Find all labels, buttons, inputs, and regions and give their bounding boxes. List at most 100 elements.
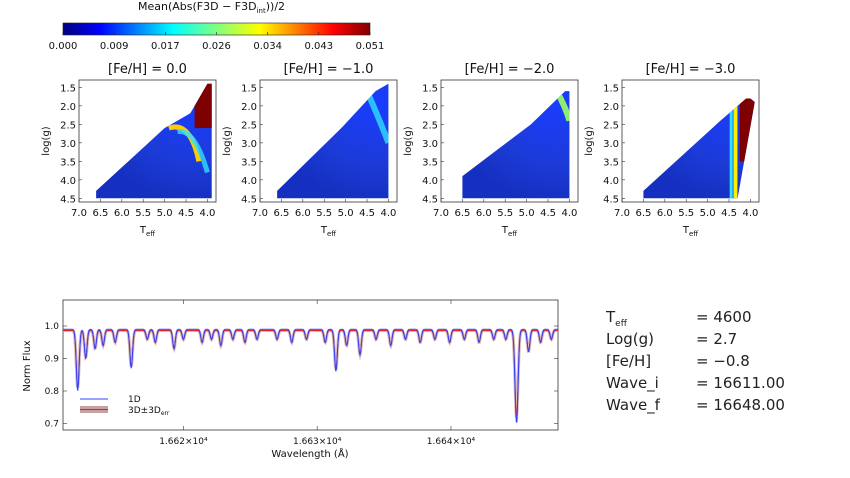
y-tick-label: 4.5 <box>422 194 438 205</box>
spectrum-y-tick-label: 1.0 <box>45 322 60 332</box>
x-tick-label: 6.5 <box>454 208 470 219</box>
y-tick-label: 4.5 <box>241 194 257 205</box>
y-tick-label: 2.0 <box>241 102 257 113</box>
heatmap-field <box>643 98 755 199</box>
spectrum-xlabel: Wavelength (Å) <box>271 447 348 460</box>
colorbar-tick-label: 0.009 <box>100 41 129 52</box>
x-tick-label: 7.0 <box>252 208 268 219</box>
spectrum-y-tick-label: 0.7 <box>45 420 59 430</box>
panel-frame <box>259 79 398 203</box>
x-tick-label: 4.0 <box>380 208 396 219</box>
y-tick-label: 3.0 <box>603 139 619 150</box>
spectrum-ylabel: Norm Flux <box>22 340 33 391</box>
x-tick-label: 4.5 <box>721 208 737 219</box>
panel-xlabel: Teff <box>320 225 336 238</box>
heatmap-panel: [Fe/H] = −1.0 7.0 6.5 6.0 5.5 5.0 4.5 4.0 1.5 2.0… <box>222 62 398 238</box>
panel-ylabel: log(g) <box>403 126 414 155</box>
y-tick-label: 3.0 <box>422 139 438 150</box>
panel-xlabel: Teff <box>501 225 517 238</box>
x-tick-label: 6.0 <box>657 208 673 219</box>
panel-frame <box>78 79 217 203</box>
spectrum-x-tick-label: 1.662×10⁴ <box>159 437 208 447</box>
x-tick-label: 7.0 <box>614 208 630 219</box>
colorbar: Mean(Abs(F3D − F3Dint))/2 0.000 0.009 0.01… <box>49 0 385 52</box>
panel-frame <box>440 79 579 203</box>
x-tick-label: 5.5 <box>316 208 332 219</box>
x-tick-label: 6.0 <box>295 208 311 219</box>
x-tick-label: 5.5 <box>135 208 151 219</box>
panel-title: [Fe/H] = −1.0 <box>284 62 374 77</box>
y-tick-label: 4.0 <box>241 176 257 187</box>
spectrum-legend: 1D 3D±3Derr <box>80 395 170 417</box>
heatmap-field <box>277 83 389 199</box>
x-tick-label: 5.0 <box>700 208 716 219</box>
y-tick-label: 2.5 <box>60 120 76 131</box>
y-tick-label: 1.5 <box>241 83 257 94</box>
panel-xlabel: Teff <box>682 225 698 238</box>
y-tick-label: 3.5 <box>241 157 257 168</box>
x-tick-label: 7.0 <box>433 208 449 219</box>
panel-frame <box>621 79 760 203</box>
heatmap-panel: [Fe/H] = −3.0 7.0 6.5 6.0 5.5 5.0 4.5 4.0 1.5 2.0… <box>584 62 760 238</box>
panel-title: [Fe/H] = 0.0 <box>108 62 187 77</box>
y-tick-label: 2.5 <box>422 120 438 131</box>
heatmap-field <box>96 83 212 199</box>
x-tick-label: 4.0 <box>199 208 215 219</box>
y-tick-label: 4.5 <box>603 194 619 205</box>
y-tick-label: 3.5 <box>60 157 76 168</box>
x-tick-label: 5.0 <box>338 208 354 219</box>
x-tick-label: 7.0 <box>71 208 87 219</box>
param-feh: [Fe/H] = −0.8 <box>606 352 750 370</box>
spectrum-y-tick-label: 0.9 <box>45 355 60 365</box>
x-tick-label: 4.5 <box>178 208 194 219</box>
y-tick-label: 4.0 <box>60 176 76 187</box>
x-tick-label: 4.0 <box>561 208 577 219</box>
y-tick-label: 1.5 <box>422 83 438 94</box>
y-tick-label: 2.0 <box>603 102 619 113</box>
y-tick-label: 2.5 <box>603 120 619 131</box>
colorbar-tick-label: 0.034 <box>253 41 282 52</box>
spectrum-x-tick-label: 1.664×10⁴ <box>427 437 476 447</box>
x-tick-label: 4.5 <box>540 208 556 219</box>
legend-3d-label: 3D±3Derr <box>128 406 170 417</box>
param-logg: Log(g) = 2.7 <box>606 330 738 348</box>
panel-ylabel: log(g) <box>222 126 233 155</box>
colorbar-tick-label: 0.026 <box>202 41 231 52</box>
series-1d-line <box>63 328 558 423</box>
panel-ylabel: log(g) <box>41 126 52 155</box>
spectrum-frame <box>62 299 559 431</box>
y-tick-label: 4.0 <box>603 176 619 187</box>
x-tick-label: 5.0 <box>157 208 173 219</box>
colorbar-ticks: 0.000 0.009 0.017 0.026 0.034 0.043 0.051 <box>49 32 384 52</box>
y-tick-label: 2.0 <box>60 102 76 113</box>
y-tick-label: 2.0 <box>422 102 438 113</box>
x-tick-label: 5.5 <box>678 208 694 219</box>
spectrum-x-tick-label: 1.663×10⁴ <box>293 437 342 447</box>
spectrum-ticks: 1.662×10⁴ 1.663×10⁴ 1.664×10⁴ 0.7 0.8 0.9 1.0 <box>45 300 558 447</box>
x-tick-label: 6.5 <box>635 208 651 219</box>
heatmap-field <box>462 91 570 199</box>
y-tick-label: 3.0 <box>60 139 76 150</box>
panel-xlabel: Teff <box>139 225 155 238</box>
spectrum-y-tick-label: 0.8 <box>45 387 60 397</box>
legend-1d-label: 1D <box>128 395 141 405</box>
panel-title: [Fe/H] = −3.0 <box>646 62 736 77</box>
panel-ylabel: log(g) <box>584 126 595 155</box>
parameter-list: Teff = 4600 Log(g) = 2.7 [Fe/H] = −0.8 Wave… <box>606 306 785 416</box>
param-wave-i: Wave_i = 16611.00 <box>606 374 785 392</box>
y-tick-label: 1.5 <box>60 83 76 94</box>
y-tick-label: 4.0 <box>422 176 438 187</box>
x-tick-label: 6.0 <box>114 208 130 219</box>
y-tick-label: 4.5 <box>60 194 76 205</box>
x-tick-label: 4.5 <box>359 208 375 219</box>
y-tick-label: 3.0 <box>241 139 257 150</box>
x-tick-label: 6.5 <box>273 208 289 219</box>
spectrum-plot: 1.662×10⁴ 1.663×10⁴ 1.664×10⁴0.70.80.91.0 … <box>22 299 559 460</box>
x-tick-label: 6.5 <box>92 208 108 219</box>
y-tick-label: 3.5 <box>422 157 438 168</box>
param-teff: Teff = 4600 <box>606 308 752 329</box>
colorbar-tick-label: 0.017 <box>151 41 180 52</box>
panel-title: [Fe/H] = −2.0 <box>465 62 555 77</box>
y-tick-label: 1.5 <box>603 83 619 94</box>
